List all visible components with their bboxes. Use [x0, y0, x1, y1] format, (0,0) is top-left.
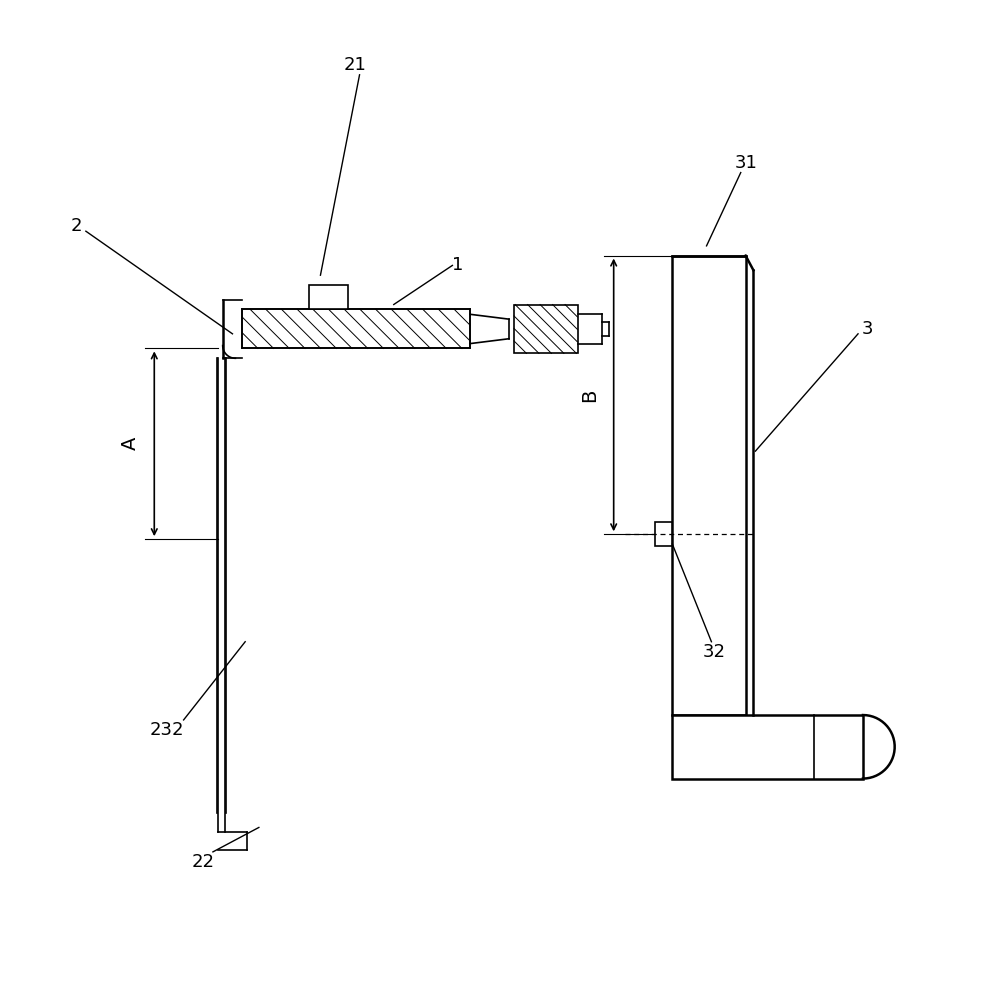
Text: B: B	[580, 388, 599, 402]
Text: 3: 3	[862, 320, 874, 338]
Bar	[242, 309, 470, 348]
Bar	[672, 256, 746, 715]
Text: 22: 22	[192, 853, 214, 871]
Text: 32: 32	[703, 643, 725, 661]
Text: 2: 2	[71, 217, 82, 235]
Text: 1: 1	[451, 256, 463, 274]
Text: A: A	[120, 437, 140, 450]
Bar	[672, 715, 863, 779]
Text: 232: 232	[149, 721, 184, 739]
Text: 21: 21	[343, 56, 366, 74]
Text: 31: 31	[734, 154, 757, 172]
Bar	[309, 285, 348, 309]
Bar	[655, 522, 672, 546]
Bar	[514, 305, 578, 353]
